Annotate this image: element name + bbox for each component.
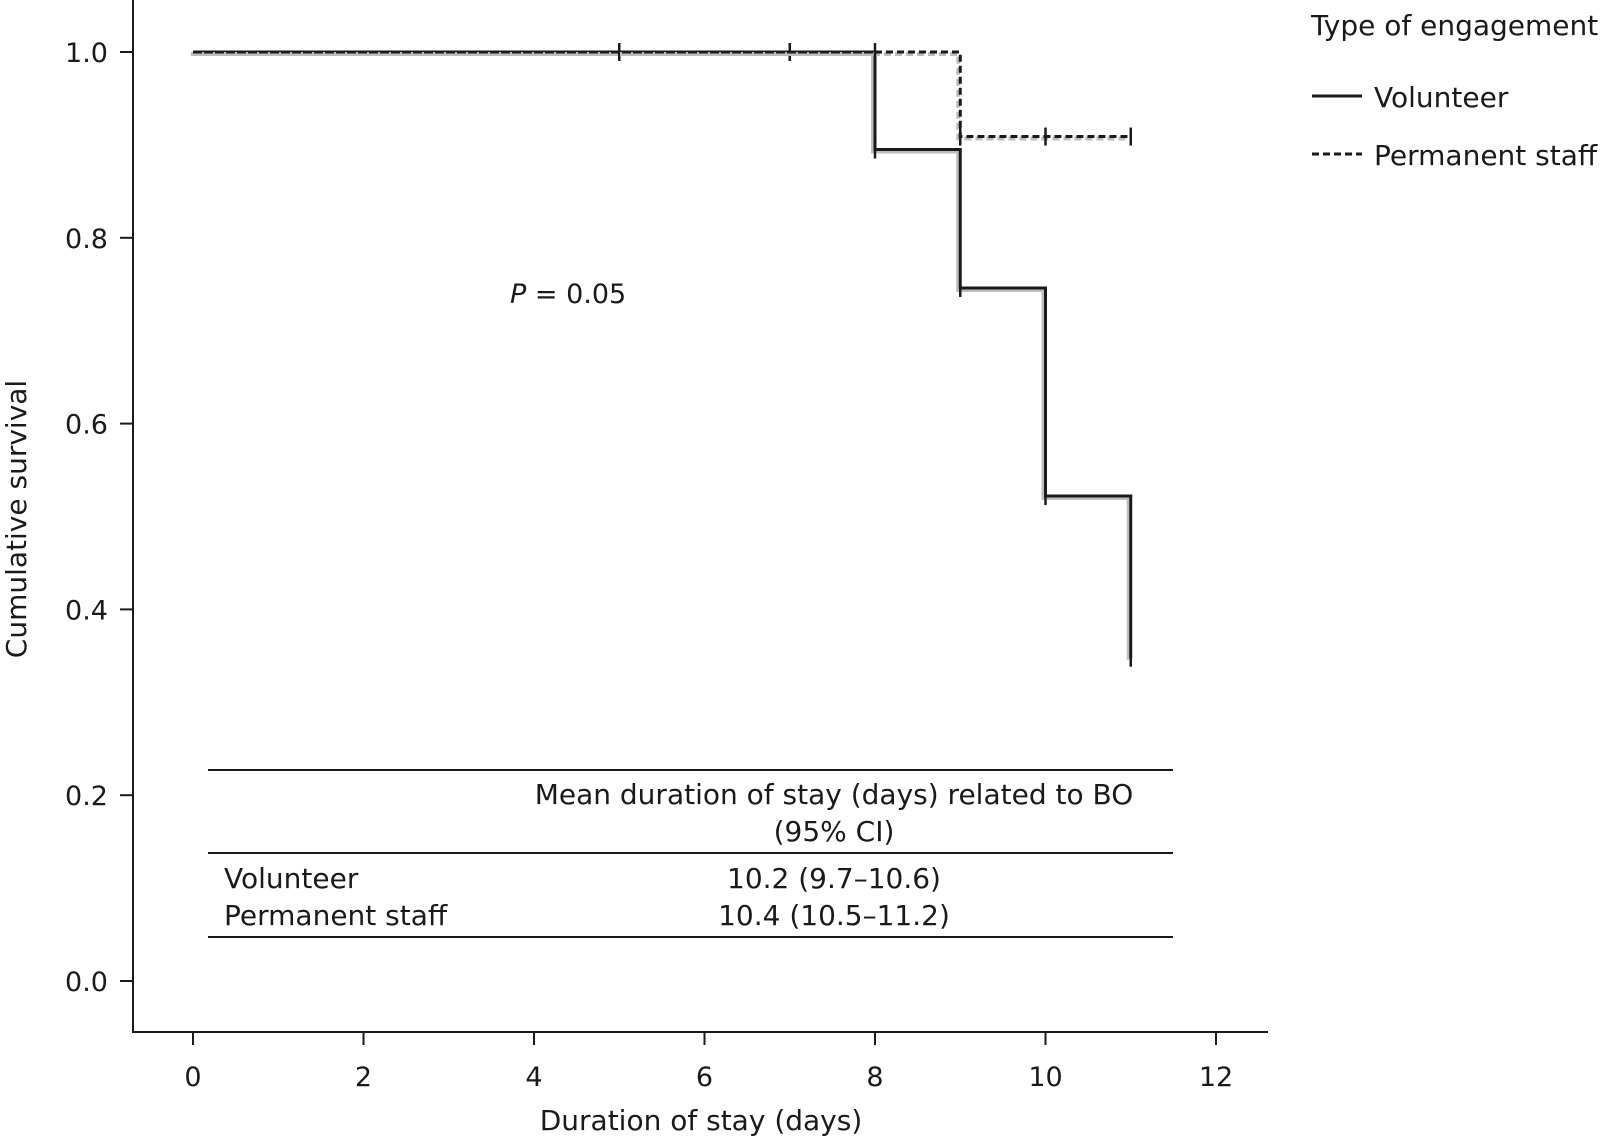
x-tick-label: 8 xyxy=(866,1062,883,1093)
legend: Type of engagement Volunteer Permanent s… xyxy=(1310,9,1598,172)
series-shadow-permanent-staff xyxy=(191,52,1129,141)
table-row-label-permanent: Permanent staff xyxy=(224,899,448,932)
x-tick-label: 10 xyxy=(1028,1062,1062,1093)
p-value-annotation: P = 0.05 xyxy=(510,279,626,310)
series-layer xyxy=(191,43,1133,667)
legend-label-permanent-staff: Permanent staff xyxy=(1374,139,1598,172)
p-value: = 0.05 xyxy=(526,279,626,310)
y-tick-label: 0.8 xyxy=(65,224,108,255)
x-tick-label: 0 xyxy=(184,1062,201,1093)
series-line-permanent-staff xyxy=(193,50,1131,139)
x-tick-label: 6 xyxy=(696,1062,713,1093)
table-header-line2: (95% CI) xyxy=(774,815,895,848)
x-axis-title: Duration of stay (days) xyxy=(540,1104,863,1137)
table-row-value-permanent: 10.4 (10.5–11.2) xyxy=(718,899,950,932)
y-tick-label: 1.0 xyxy=(65,38,108,69)
y-tick-label: 0.4 xyxy=(65,595,108,626)
legend-label-volunteer: Volunteer xyxy=(1374,81,1509,114)
series-line-volunteer xyxy=(193,50,1133,658)
table-row-label-volunteer: Volunteer xyxy=(224,862,359,895)
y-axis-title: Cumulative survival xyxy=(0,380,33,658)
x-tick-label: 2 xyxy=(355,1062,372,1093)
y-tick-label: 0.2 xyxy=(65,781,108,812)
table-header-line1: Mean duration of stay (days) related to … xyxy=(535,778,1134,811)
series-shadow-volunteer xyxy=(191,52,1131,660)
p-label: P xyxy=(510,279,527,310)
axes xyxy=(132,0,1268,1033)
x-tick-label: 4 xyxy=(525,1062,542,1093)
y-tick-label: 0.0 xyxy=(65,967,108,998)
table-row-value-volunteer: 10.2 (9.7–10.6) xyxy=(727,862,941,895)
x-ticks: 0 2 4 6 8 10 12 xyxy=(184,1032,1233,1093)
summary-table: Mean duration of stay (days) related to … xyxy=(208,769,1173,938)
y-tick-label: 0.6 xyxy=(65,410,108,441)
y-ticks: 0.0 0.2 0.4 0.6 0.8 1.0 xyxy=(65,38,133,998)
legend-title: Type of engagement xyxy=(1310,9,1598,42)
x-tick-label: 12 xyxy=(1199,1062,1233,1093)
